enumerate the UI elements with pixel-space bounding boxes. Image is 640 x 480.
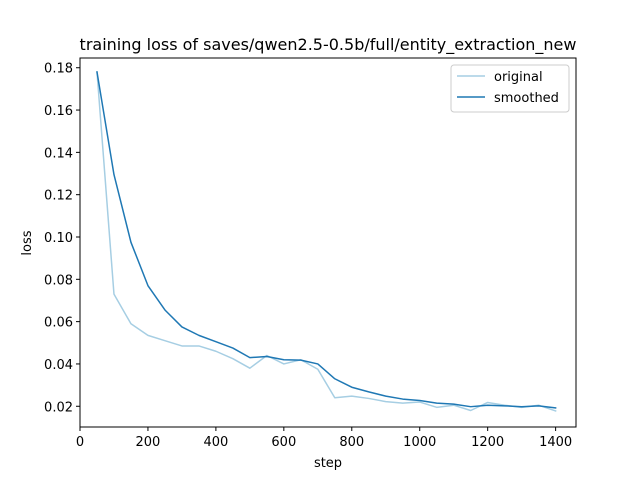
x-tick-label: 1400 [539,435,572,450]
y-tick-label: 0.08 [44,273,73,288]
y-axis-label: loss [20,230,35,255]
x-tick-label: 800 [339,435,364,450]
x-tick-label: 0 [76,435,84,450]
y-axis: 0.02 0.04 0.06 0.08 0.10 0.12 0.14 0.16 0.18 [44,62,80,415]
x-axis-label: step [314,456,342,471]
y-tick-label: 0.14 [44,146,73,161]
x-tick-label: 1200 [471,435,504,450]
plot-area [96,71,557,412]
series-line-smoothed [96,71,557,409]
y-tick-label: 0.10 [44,231,73,246]
x-tick-label: 1000 [403,435,436,450]
y-tick-label: 0.16 [44,104,73,119]
y-tick-label: 0.06 [44,316,73,331]
axes-frame [79,57,577,428]
x-tick-label: 400 [203,435,228,450]
legend-label-original: original [494,70,543,85]
x-axis: 0 200 400 600 800 1000 1200 1400 [76,427,572,450]
y-tick-label: 0.12 [44,189,73,204]
y-tick-label: 0.18 [44,62,73,77]
y-tick-label: 0.02 [44,400,73,415]
legend-label-smoothed: smoothed [494,91,559,106]
y-tick-label: 0.04 [44,358,73,373]
x-tick-label: 600 [271,435,296,450]
x-tick-label: 200 [136,435,161,450]
legend: original smoothed [450,64,570,113]
series-line-original [96,71,557,412]
chart-title: training loss of saves/qwen2.5-0.5b/full… [80,35,577,55]
